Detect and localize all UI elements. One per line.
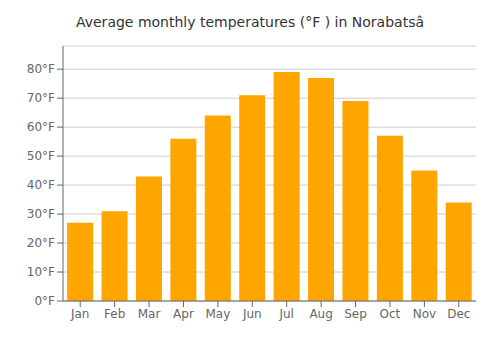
svg-text:70°F: 70°F bbox=[27, 91, 55, 105]
svg-text:50°F: 50°F bbox=[27, 149, 55, 163]
svg-text:20°F: 20°F bbox=[27, 236, 55, 250]
svg-text:Dec: Dec bbox=[447, 307, 470, 321]
svg-text:Jan: Jan bbox=[70, 307, 90, 321]
html-text:Average monthly temperatures (: Average monthly temperatures (°F ) in No… bbox=[76, 14, 424, 30]
svg-text:Feb: Feb bbox=[104, 307, 125, 321]
svg-text:May: May bbox=[205, 307, 230, 321]
svg-text:Sep: Sep bbox=[344, 307, 367, 321]
svg-text:40°F: 40°F bbox=[27, 178, 55, 192]
svg-text:Aug: Aug bbox=[309, 307, 332, 321]
svg-text:30°F: 30°F bbox=[27, 207, 55, 221]
svg-text:60°F: 60°F bbox=[27, 120, 55, 134]
svg-text:Oct: Oct bbox=[380, 307, 401, 321]
svg-text:Jul: Jul bbox=[278, 307, 293, 321]
svg-text:Nov: Nov bbox=[413, 307, 436, 321]
svg-text:10°F: 10°F bbox=[27, 265, 55, 279]
svg-text:Mar: Mar bbox=[138, 307, 161, 321]
svg-text:0°F: 0°F bbox=[34, 294, 55, 308]
svg-text:Apr: Apr bbox=[173, 307, 194, 321]
svg-text:Jun: Jun bbox=[242, 307, 262, 321]
svg-text:80°F: 80°F bbox=[27, 62, 55, 76]
